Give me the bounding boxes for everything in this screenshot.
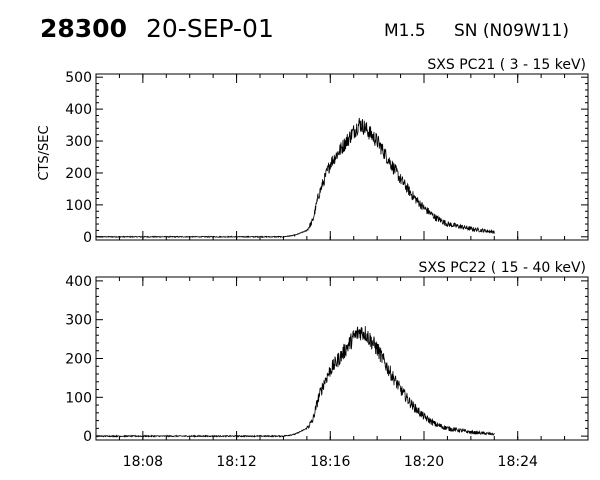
y-tick-label: 200 — [65, 166, 92, 182]
y-tick-label: 400 — [65, 274, 92, 290]
y-tick-label: 100 — [65, 198, 92, 214]
observation-number: 28300 — [40, 14, 127, 43]
y-axis-label: CTS/SEC — [37, 125, 52, 180]
x-tick-label: 18:24 — [498, 454, 538, 470]
y-tick-label: 200 — [65, 352, 92, 368]
x-tick-label: 18:20 — [404, 454, 444, 470]
series-line — [95, 117, 495, 239]
chart-title: SXS PC21 ( 3 - 15 keV) — [427, 57, 586, 73]
y-tick-label: 300 — [65, 134, 92, 150]
flare-class: M1.5 — [384, 21, 426, 41]
y-tick-label: 0 — [83, 429, 92, 445]
chart-pc21: 0 100 200 300 400 500 SXS PC21 ( 3 - 15 keV) CT… — [37, 57, 589, 246]
y-tick-label: 400 — [65, 102, 92, 118]
x-tick-label: 18:08 — [123, 454, 163, 470]
x-tick-label: 18:16 — [310, 454, 350, 470]
series-line — [95, 326, 495, 438]
observation-date: 20-SEP-01 — [146, 14, 274, 43]
x-tick-label: 18:12 — [216, 454, 256, 470]
chart-pc22: 0 100 200 300 400 18:08 18:12 18:16 18:20 18:24 SX… — [65, 260, 589, 470]
chart-title: SXS PC22 ( 15 - 40 keV) — [418, 260, 586, 276]
y-tick-label: 0 — [83, 230, 92, 246]
y-tick-label: 500 — [65, 70, 92, 86]
plot-frame — [95, 276, 589, 441]
y-tick-label: 100 — [65, 390, 92, 406]
y-tick-label: 300 — [65, 313, 92, 329]
flare-location: SN (N09W11) — [454, 21, 569, 41]
plot-frame — [95, 73, 589, 241]
